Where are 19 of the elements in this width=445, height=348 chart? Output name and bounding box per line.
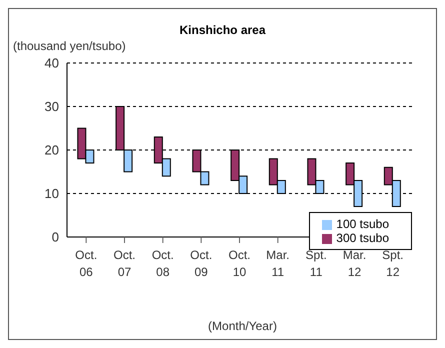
y-axis-title: (thousand yen/tsubo) <box>13 39 126 53</box>
chart-title: Kinshicho area <box>178 23 267 37</box>
legend-label: 300 tsubo <box>336 231 389 245</box>
y-tick-label: 30 <box>44 99 59 114</box>
x-tick-label: Oct. 06 <box>75 248 98 279</box>
y-tick-label: 40 <box>44 56 59 71</box>
x-tick-label: Mar. 12 <box>342 248 366 279</box>
y-tick-label: 10 <box>44 186 59 202</box>
x-tick-label: Oct. 09 <box>190 248 212 279</box>
x-axis-title: (Month/Year) <box>207 319 278 333</box>
x-tick-label: Oct. 10 <box>228 248 251 279</box>
x-tick-label: Oct. 07 <box>113 248 136 279</box>
legend-label: 100 tsubo <box>336 217 389 231</box>
y-tick-label: 0 <box>52 230 59 245</box>
x-tick-label: Mar. 11 <box>266 248 290 279</box>
x-tick-label: Spt. 11 <box>305 248 327 279</box>
x-tick-label: Spt. 12 <box>382 248 404 279</box>
x-tick-label: Oct. 08 <box>152 248 174 279</box>
y-tick-label: 20 <box>44 142 59 158</box>
